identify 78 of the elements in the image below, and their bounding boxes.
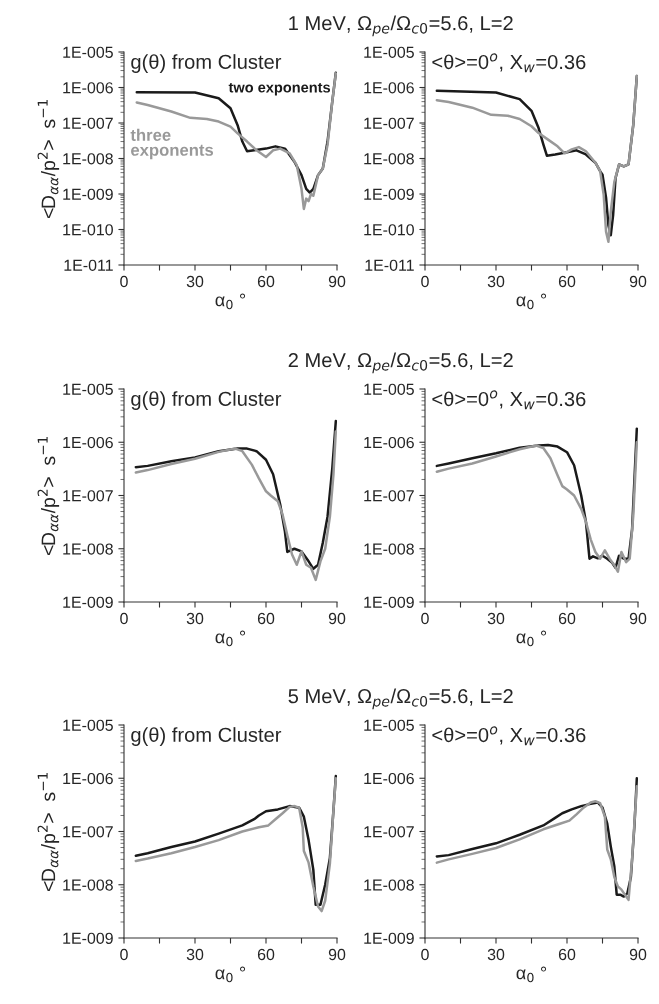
y-tick-label: 1E-009 [63, 932, 113, 944]
y-tick-label: 1E-006 [364, 772, 414, 785]
y-tick-label: 1E-005 [364, 46, 414, 58]
y-tick-label: 1E-005 [364, 383, 414, 395]
x-tick-label: 60 [558, 948, 576, 961]
x-tick-label: 60 [558, 275, 576, 288]
x-tick-label: 0 [421, 275, 429, 288]
annotation: <θ>=0$^{o}$, X$_{w}$=0.36 [432, 726, 586, 746]
x-tick-label: 30 [487, 612, 505, 625]
x-tick-label: 0 [120, 948, 128, 961]
y-tick-label: 1E-009 [364, 188, 414, 200]
x-axis-title: α$_{0}$ ° [215, 630, 246, 647]
y-tick-label: 1E-008 [364, 879, 414, 891]
text: 1 MeV, Ω$_{pe}$/Ω$_{c0}$=5.6, L=2 [289, 15, 513, 37]
y-tick-label: 1E-008 [364, 153, 414, 165]
annotation: <θ>=0$^{o}$, X$_{w}$=0.36 [432, 390, 586, 410]
x-tick-label: 90 [629, 612, 647, 625]
y-axis-title: <D$_{αα}$/p$^{2}$> s$^{−1}$ [37, 436, 60, 556]
y-tick-label: 1E-007 [63, 490, 113, 502]
y-tick-label: 1E-011 [365, 259, 414, 271]
x-tick-label: 30 [487, 948, 505, 961]
x-tick-label: 30 [186, 612, 204, 625]
y-tick-label: 1E-011 [64, 259, 113, 271]
text: 2 MeV, Ω$_{pe}$/Ω$_{c0}$=5.6, L=2 [288, 352, 513, 374]
y-tick-label: 1E-010 [63, 224, 113, 236]
y-tick-label: 1E-006 [364, 436, 414, 449]
x-tick-label: 60 [257, 948, 275, 961]
x-tick-label: 90 [328, 948, 346, 961]
x-tick-label: 90 [629, 275, 647, 288]
annotation: g(θ) from Cluster [131, 727, 282, 746]
annotation: <θ>=0$^{o}$, X$_{w}$=0.36 [432, 53, 586, 73]
y-axis-title: <D$_{αα}$/p$^{2}$> s$^{−1}$ [37, 99, 60, 219]
y-tick-label: 1E-007 [364, 826, 414, 838]
y-tick-label: 1E-006 [63, 436, 113, 449]
x-tick-label: 90 [629, 948, 647, 961]
x-axis-title: α$_{0}$ ° [516, 630, 547, 647]
y-tick-label: 1E-005 [63, 46, 113, 58]
x-axis-title: α$_{0}$ ° [516, 293, 547, 310]
x-tick-label: 30 [487, 275, 505, 288]
y-tick-label: 1E-005 [63, 383, 113, 395]
x-tick-label: 60 [257, 612, 275, 625]
x-tick-label: 60 [257, 275, 275, 288]
x-tick-label: 60 [558, 612, 576, 625]
y-axis-title: <D$_{αα}$/p$^{2}$> s$^{−1}$ [37, 772, 60, 892]
x-tick-label: 90 [328, 612, 346, 625]
series-label: two exponents [228, 82, 331, 96]
x-axis-title: α$_{0}$ ° [215, 293, 246, 310]
x-tick-label: 30 [186, 948, 204, 961]
x-tick-label: 90 [328, 275, 346, 288]
x-axis-title: α$_{0}$ ° [516, 966, 547, 983]
y-tick-label: 1E-008 [63, 543, 113, 555]
annotation: g(θ) from Cluster [131, 54, 282, 73]
y-tick-label: 1E-009 [63, 188, 113, 200]
y-tick-label: 1E-008 [364, 543, 414, 555]
y-tick-label: 1E-009 [63, 596, 113, 608]
series-label: three exponents [130, 128, 214, 160]
x-axis-title: α$_{0}$ ° [215, 966, 246, 983]
annotation: g(θ) from Cluster [131, 391, 282, 410]
x-tick-label: 0 [120, 275, 128, 288]
y-tick-label: 1E-006 [63, 772, 113, 785]
y-tick-label: 1E-007 [364, 490, 414, 502]
y-tick-label: 1E-007 [63, 826, 113, 838]
y-tick-label: 1E-006 [364, 82, 414, 94]
y-tick-label: 1E-006 [63, 82, 113, 94]
x-tick-label: 0 [120, 612, 128, 625]
x-tick-label: 30 [186, 275, 204, 288]
y-tick-label: 1E-008 [63, 879, 113, 891]
x-tick-label: 0 [421, 612, 429, 625]
y-tick-label: 1E-005 [63, 719, 113, 731]
y-tick-label: 1E-010 [364, 224, 414, 236]
y-tick-label: 1E-009 [364, 932, 414, 944]
y-tick-label: 1E-005 [364, 719, 414, 731]
x-tick-label: 0 [421, 948, 429, 961]
y-tick-label: 1E-009 [364, 596, 414, 608]
y-tick-label: 1E-007 [63, 117, 113, 129]
y-tick-label: 1E-008 [63, 153, 113, 165]
text: 5 MeV, Ω$_{pe}$/Ω$_{c0}$=5.6, L=2 [288, 688, 513, 710]
y-tick-label: 1E-007 [364, 117, 414, 129]
